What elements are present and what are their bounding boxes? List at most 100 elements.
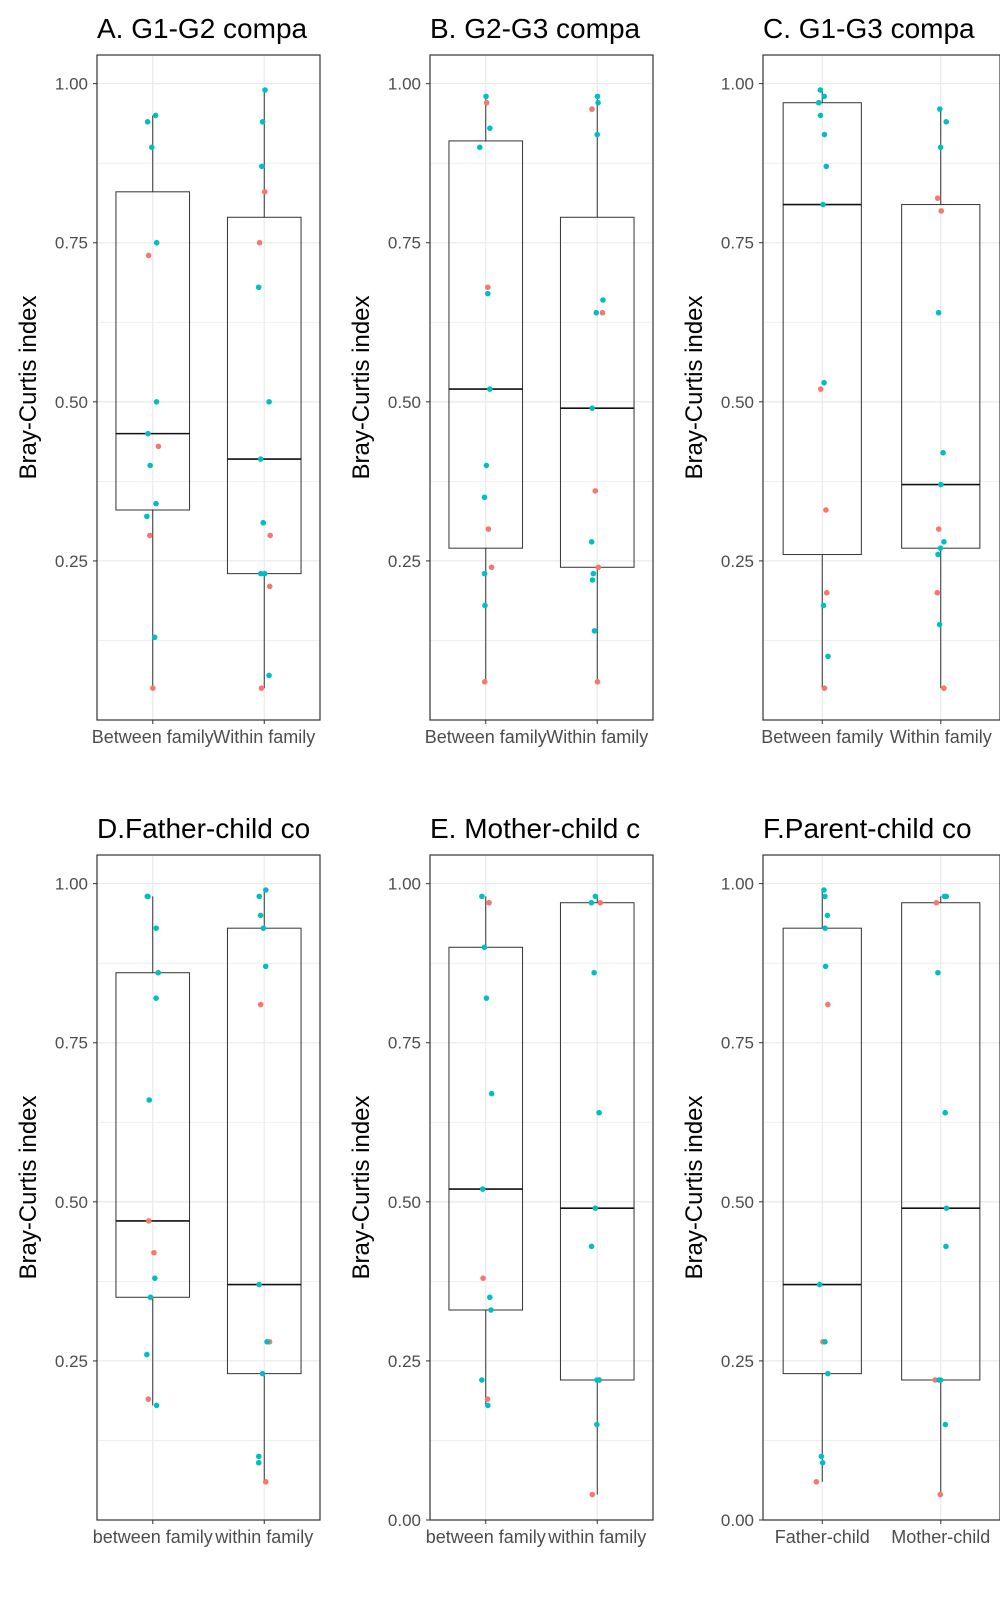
box	[901, 204, 981, 549]
box-group	[115, 887, 302, 1485]
plot-background	[97, 855, 320, 1520]
data-point	[941, 893, 948, 900]
data-point	[145, 1396, 152, 1402]
data-point	[589, 106, 595, 112]
data-point	[591, 969, 597, 976]
data-point	[144, 1351, 150, 1358]
box-group	[448, 893, 635, 1498]
data-point	[155, 969, 162, 976]
data-point	[822, 963, 829, 970]
data-point	[937, 1377, 944, 1383]
panel-title: B. G2-G3 compa	[430, 13, 641, 44]
data-point	[595, 564, 602, 571]
y-tick-label: 0.75	[388, 234, 421, 253]
data-point	[596, 1109, 602, 1116]
y-tick-label: 0.50	[721, 1193, 754, 1212]
data-point	[147, 1294, 154, 1301]
data-point	[592, 1205, 599, 1211]
data-point	[821, 93, 828, 100]
x-tick-label: Within family	[890, 727, 992, 747]
panel-c: 1.00 0.75 0.50 0.25 Between family Within fam…	[681, 13, 1000, 747]
y-axis-label: Bray-Curtis index	[15, 1095, 42, 1279]
data-point	[146, 1097, 153, 1103]
y-tick-label: 0.25	[721, 552, 754, 571]
data-point	[595, 99, 601, 106]
data-point	[145, 1218, 152, 1224]
x-tick-label: Between family	[92, 727, 214, 747]
y-tick-label: 0.25	[55, 1352, 88, 1371]
panel-border	[429, 854, 654, 1521]
data-point	[258, 570, 264, 577]
y-tick-label: 0.50	[55, 1193, 88, 1212]
x-tick-label: Mother-child	[891, 1527, 990, 1547]
data-point	[594, 131, 601, 138]
data-point	[153, 500, 159, 507]
data-point	[821, 379, 827, 386]
y-tick-label: 1.00	[388, 875, 421, 894]
x-tick-label: between family	[93, 1527, 213, 1547]
data-point	[155, 443, 162, 450]
panel-border	[96, 854, 321, 1521]
data-point	[261, 570, 268, 577]
data-point	[817, 386, 824, 392]
data-point	[594, 679, 601, 685]
data-point	[937, 106, 943, 112]
data-point	[256, 1281, 262, 1288]
y-axis-label: Bray-Curtis index	[348, 295, 375, 479]
data-point	[262, 887, 269, 893]
y-axis-label: Bray-Curtis index	[348, 1095, 375, 1279]
panel-b: 1.00 0.75 0.50 0.25 Between family Within fam…	[348, 13, 654, 747]
box	[448, 946, 524, 1311]
box	[559, 902, 635, 1381]
data-point	[147, 462, 153, 469]
data-point	[596, 1377, 602, 1383]
panel-title: E. Mother-child c	[430, 813, 640, 844]
data-point	[486, 1294, 493, 1301]
y-tick-label: 0.75	[388, 1034, 421, 1053]
data-point	[823, 507, 829, 513]
data-point	[591, 628, 598, 634]
data-point	[488, 1090, 495, 1097]
data-point	[259, 119, 266, 125]
data-point	[257, 456, 264, 462]
data-point	[153, 925, 160, 931]
y-tick-label: 1.00	[388, 75, 421, 94]
data-point	[262, 963, 269, 970]
y-tick-label: 0.75	[55, 234, 88, 253]
data-point	[484, 290, 491, 297]
data-point	[261, 189, 268, 195]
box	[901, 902, 981, 1381]
data-point	[597, 899, 604, 906]
data-point	[255, 1453, 262, 1460]
panel-border	[429, 54, 654, 721]
data-point	[600, 297, 606, 303]
data-point	[588, 539, 595, 545]
data-point	[480, 1275, 486, 1281]
data-point	[935, 969, 941, 976]
data-point	[486, 899, 492, 906]
y-tick-label: 0.75	[721, 1034, 754, 1053]
data-point	[151, 1249, 157, 1256]
plot-background	[430, 855, 653, 1520]
y-tick-label: 0.25	[388, 552, 421, 571]
data-point	[935, 551, 941, 558]
y-tick-label: 0.75	[721, 234, 754, 253]
data-point	[935, 309, 942, 316]
data-point	[822, 1339, 828, 1345]
data-point	[935, 526, 942, 532]
data-point	[821, 887, 827, 893]
panel-d: 1.00 0.75 0.50 0.25 between family within fam…	[15, 813, 321, 1547]
panel-border	[762, 854, 1000, 1521]
data-point	[820, 602, 827, 609]
data-point	[257, 1001, 264, 1008]
panel-e: 1.00 0.75 0.50 0.25 0.00 between family within…	[348, 813, 654, 1547]
data-point	[482, 602, 488, 609]
data-point	[943, 1243, 949, 1250]
box	[448, 140, 524, 549]
x-tick-label: Within family	[213, 727, 315, 747]
y-tick-label: 0.50	[55, 393, 88, 412]
data-point	[488, 564, 495, 571]
y-axis-label: Bray-Curtis index	[15, 295, 42, 479]
data-point	[592, 893, 599, 900]
x-tick-label: Between family	[761, 727, 883, 747]
